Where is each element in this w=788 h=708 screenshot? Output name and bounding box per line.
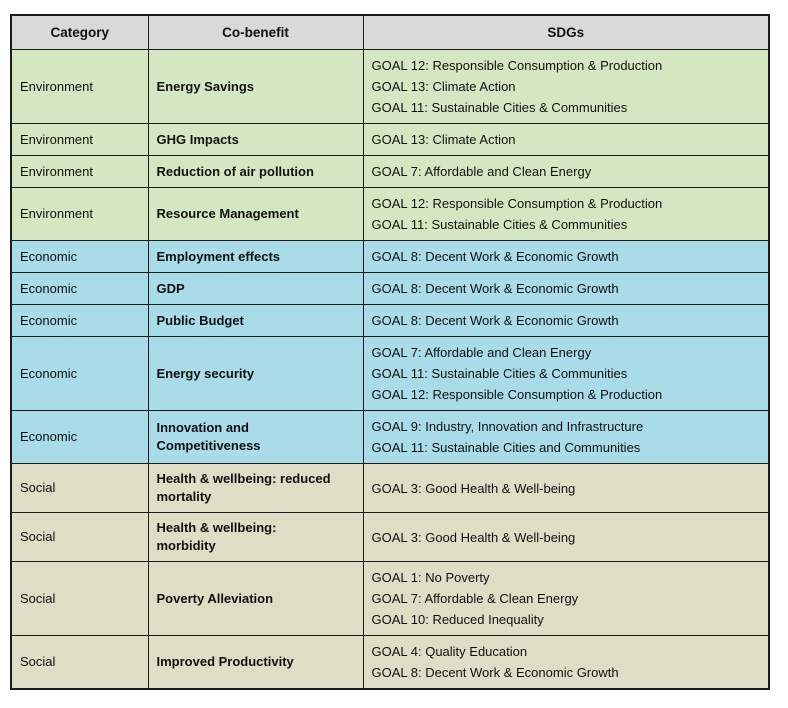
cobenefit-cell: Innovation and Competitiveness (147, 410, 364, 464)
table-row: Economic Public Budget GOAL 8: Decent Wo… (10, 304, 770, 337)
sdg-line: GOAL 8: Decent Work & Economic Growth (371, 281, 619, 296)
sdg-line: GOAL 13: Climate Action (371, 79, 516, 94)
sdgs-cell: GOAL 13: Climate Action (362, 123, 770, 156)
table-row: Economic Innovation and Competitiveness … (10, 410, 770, 464)
table-row: Social Improved Productivity GOAL 4: Qua… (10, 635, 770, 690)
sdg-line: GOAL 12: Responsible Consumption & Produ… (371, 196, 663, 211)
sdgs-cell: GOAL 1: No Poverty GOAL 7: Affordable & C… (362, 561, 770, 636)
cobenefit-cell: Poverty Alleviation (147, 561, 364, 636)
cobenefit-cell: Public Budget (147, 304, 364, 337)
table-row: Environment Resource Management GOAL 12:… (10, 187, 770, 241)
sdgs-cell: GOAL 8: Decent Work & Economic Growth (362, 304, 770, 337)
sdgs-cell: GOAL 7: Affordable and Clean Energy (362, 155, 770, 188)
sdg-line: GOAL 13: Climate Action (371, 132, 516, 147)
category-cell: Social (10, 561, 149, 636)
table-row: Environment GHG Impacts GOAL 13: Climate… (10, 123, 770, 156)
sdg-line: GOAL 3: Good Health & Well-being (371, 529, 576, 545)
category-cell: Social (10, 635, 149, 690)
category-cell: Economic (10, 336, 149, 411)
cobenefit-cell: Resource Management (147, 187, 364, 241)
sdg-line: GOAL 8: Decent Work & Economic Growth (371, 249, 619, 264)
category-cell: Economic (10, 410, 149, 464)
sdg-line: GOAL 11: Sustainable Cities & Communitie… (371, 100, 628, 115)
sdg-line: GOAL 9: Industry, Innovation and Infrast… (371, 419, 644, 434)
co-benefit-sdg-table-container: Category Co-benefit SDGs Environment Ene… (10, 14, 770, 690)
column-header-cobenefit: Co-benefit (147, 14, 364, 50)
sdgs-cell: GOAL 3: Good Health & Well-being (362, 463, 770, 513)
table-row: Social Health & wellbeing: reduced morta… (10, 463, 770, 513)
table-row: Social Health & wellbeing: morbidity GOA… (10, 512, 770, 562)
category-cell: Environment (10, 123, 149, 156)
sdg-line: GOAL 7: Affordable & Clean Energy (371, 591, 579, 606)
sdg-line: GOAL 7: Affordable and Clean Energy (371, 345, 592, 360)
sdg-line: GOAL 1: No Poverty (371, 570, 490, 585)
sdg-line: GOAL 12: Responsible Consumption & Produ… (371, 387, 663, 402)
category-cell: Social (10, 463, 149, 513)
sdgs-cell: GOAL 12: Responsible Consumption & Produ… (362, 187, 770, 241)
sdg-line: GOAL 3: Good Health & Well-being (371, 480, 576, 496)
column-header-sdgs: SDGs (362, 14, 770, 50)
sdg-line: GOAL 11: Sustainable Cities and Communit… (371, 440, 641, 455)
table-row: Social Poverty Alleviation GOAL 1: No Po… (10, 561, 770, 636)
column-header-category: Category (10, 14, 149, 50)
table-row: Environment Energy Savings GOAL 12: Resp… (10, 49, 770, 124)
sdg-line: GOAL 8: Decent Work & Economic Growth (371, 665, 619, 680)
cobenefit-cell: Improved Productivity (147, 635, 364, 690)
sdgs-cell: GOAL 12: Responsible Consumption & Produ… (362, 49, 770, 124)
sdgs-cell: GOAL 3: Good Health & Well-being (362, 512, 770, 562)
sdgs-cell: GOAL 8: Decent Work & Economic Growth (362, 240, 770, 273)
sdg-line: GOAL 11: Sustainable Cities & Communitie… (371, 366, 628, 381)
sdgs-cell: GOAL 4: Quality Education GOAL 8: Decent … (362, 635, 770, 690)
sdg-line: GOAL 12: Responsible Consumption & Produ… (371, 58, 663, 73)
table-row: Economic GDP GOAL 8: Decent Work & Econo… (10, 272, 770, 305)
category-cell: Environment (10, 49, 149, 124)
cobenefit-cell: GDP (147, 272, 364, 305)
category-cell: Economic (10, 240, 149, 273)
header-row: Category Co-benefit SDGs (10, 14, 770, 50)
cobenefit-cell: Energy security (147, 336, 364, 411)
category-cell: Economic (10, 304, 149, 337)
cobenefit-cell: Reduction of air pollution (147, 155, 364, 188)
cobenefit-cell: Employment effects (147, 240, 364, 273)
sdg-line: GOAL 7: Affordable and Clean Energy (371, 164, 592, 179)
sdg-line: GOAL 4: Quality Education (371, 644, 528, 659)
category-cell: Economic (10, 272, 149, 305)
category-cell: Environment (10, 187, 149, 241)
sdg-line: GOAL 8: Decent Work & Economic Growth (371, 313, 619, 328)
sdg-line: GOAL 11: Sustainable Cities & Communitie… (371, 217, 628, 232)
category-cell: Social (10, 512, 149, 562)
table-row: Economic Energy security GOAL 7: Afforda… (10, 336, 770, 411)
sdg-line: GOAL 10: Reduced Inequality (371, 612, 544, 627)
co-benefit-sdg-table: Category Co-benefit SDGs Environment Ene… (10, 14, 770, 690)
sdgs-cell: GOAL 7: Affordable and Clean Energy GOAL … (362, 336, 770, 411)
sdgs-cell: GOAL 9: Industry, Innovation and Infrast… (362, 410, 770, 464)
cobenefit-cell: Health & wellbeing: morbidity (147, 512, 364, 562)
cobenefit-cell: Health & wellbeing: reduced mortality (147, 463, 364, 513)
table-row: Environment Reduction of air pollution G… (10, 155, 770, 188)
category-cell: Environment (10, 155, 149, 188)
table-row: Economic Employment effects GOAL 8: Dece… (10, 240, 770, 273)
cobenefit-cell: GHG Impacts (147, 123, 364, 156)
cobenefit-cell: Energy Savings (147, 49, 364, 124)
sdgs-cell: GOAL 8: Decent Work & Economic Growth (362, 272, 770, 305)
